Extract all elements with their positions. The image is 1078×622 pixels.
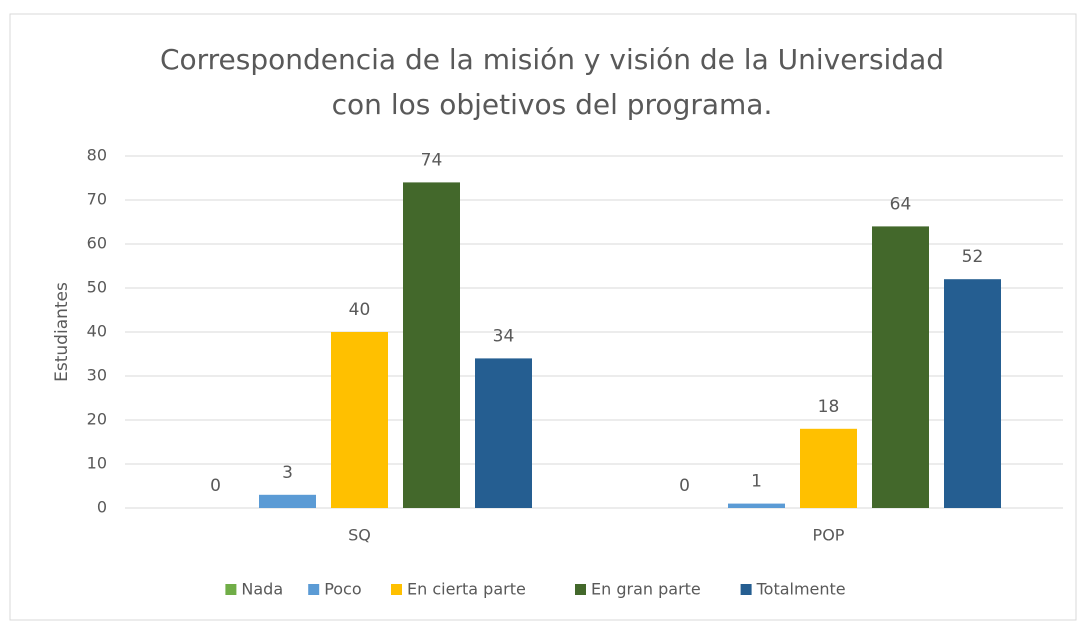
legend-label: Poco xyxy=(324,580,361,599)
bar xyxy=(259,494,316,508)
legend-swatch xyxy=(575,584,586,595)
data-label: 0 xyxy=(679,476,690,496)
x-tick-label: SQ xyxy=(348,526,371,545)
bar xyxy=(403,182,460,508)
y-tick-label: 30 xyxy=(87,366,107,385)
data-label: 18 xyxy=(818,397,840,417)
legend-label: Totalmente xyxy=(756,580,846,599)
legend-label: En cierta parte xyxy=(407,580,526,599)
y-tick-label: 20 xyxy=(87,410,107,429)
chart-title: Correspondencia de la misión y visión de… xyxy=(160,43,944,76)
y-tick-label: 80 xyxy=(87,146,107,165)
legend-swatch xyxy=(740,584,752,595)
legend-swatch xyxy=(225,584,237,595)
y-axis-label: Estudiantes xyxy=(52,282,72,382)
data-label: 3 xyxy=(282,463,293,483)
y-tick-label: 50 xyxy=(87,278,107,297)
data-label: 0 xyxy=(210,476,221,496)
data-label: 64 xyxy=(890,194,912,214)
legend-swatch xyxy=(308,584,320,595)
data-label: 40 xyxy=(349,300,371,320)
legend-swatch xyxy=(391,584,402,595)
chart-title: con los objetivos del programa. xyxy=(332,88,773,121)
data-label: 74 xyxy=(421,150,443,170)
bar xyxy=(944,279,1001,508)
bar xyxy=(872,226,929,508)
y-tick-label: 60 xyxy=(87,234,107,253)
y-tick-label: 10 xyxy=(87,454,107,473)
bar xyxy=(800,428,857,508)
bar xyxy=(728,503,785,508)
bar xyxy=(331,332,388,508)
data-label: 34 xyxy=(493,326,515,346)
data-label: 52 xyxy=(962,247,984,267)
y-tick-label: 40 xyxy=(87,322,107,341)
bar xyxy=(475,358,532,508)
legend-label: En gran parte xyxy=(591,580,701,599)
y-tick-label: 70 xyxy=(87,190,107,209)
y-tick-label: 0 xyxy=(97,498,107,517)
x-tick-label: POP xyxy=(813,526,845,545)
data-label: 1 xyxy=(751,472,762,492)
legend-label: Nada xyxy=(241,580,283,599)
